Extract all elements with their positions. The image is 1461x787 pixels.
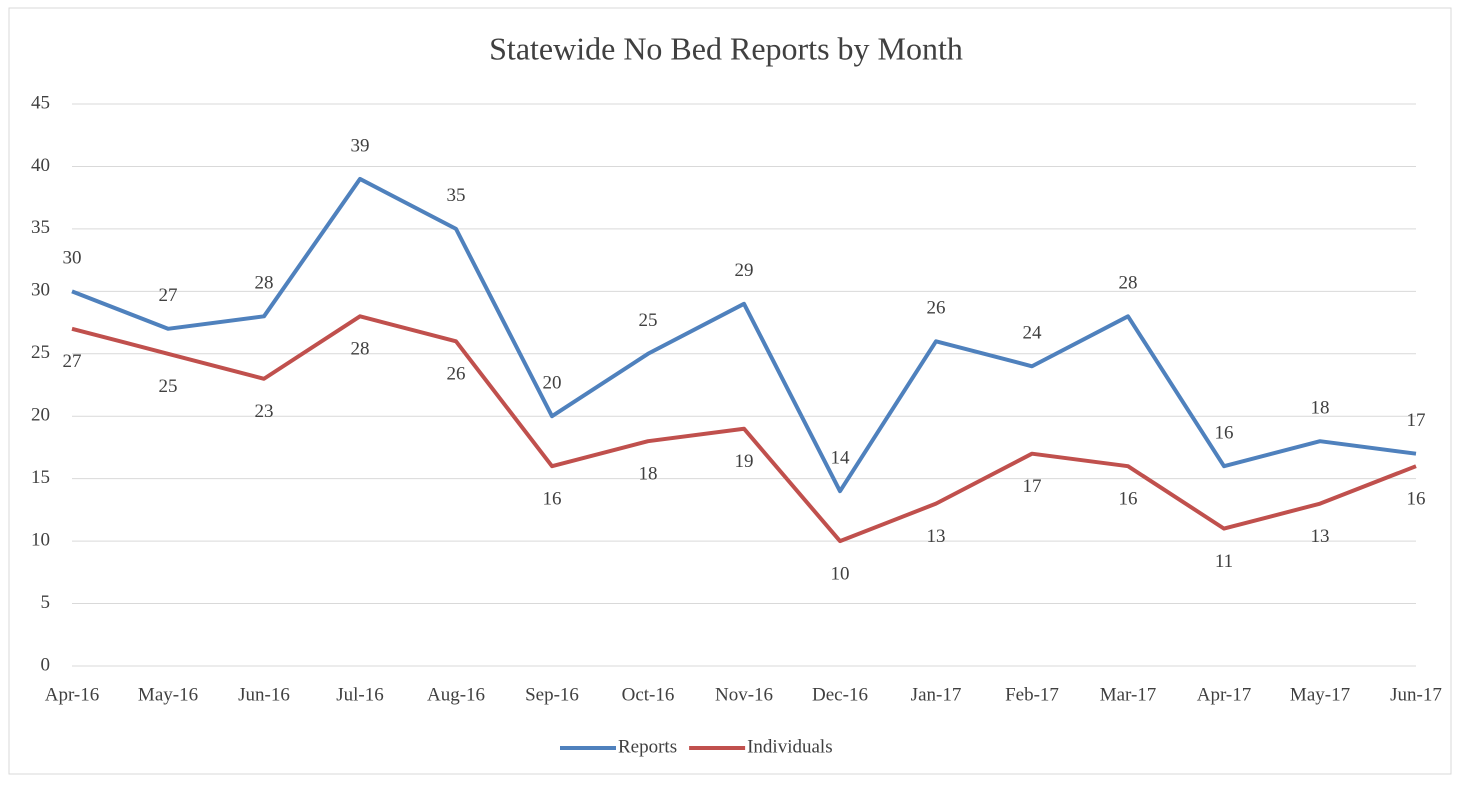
data-label: 11 [1215,551,1233,572]
legend-label: Reports [618,736,677,757]
y-tick-label: 30 [31,280,50,301]
x-tick-label: Jan-17 [911,684,962,705]
x-tick-label: May-17 [1290,684,1350,705]
data-label: 39 [351,135,370,156]
data-label: 26 [447,364,466,385]
y-tick-label: 5 [41,592,51,613]
data-label: 13 [1311,526,1330,547]
x-tick-label: Jun-17 [1390,684,1442,705]
y-tick-label: 0 [41,654,51,675]
y-tick-label: 35 [31,217,50,238]
data-label: 26 [927,298,946,319]
data-label: 14 [831,448,851,469]
data-label: 17 [1023,476,1042,497]
data-label: 23 [255,401,274,422]
data-label: 16 [543,489,562,510]
x-tick-label: Apr-16 [45,684,100,705]
y-tick-label: 25 [31,342,50,363]
data-label: 10 [831,563,850,584]
chart-border [8,7,1452,775]
data-label: 27 [159,285,178,306]
y-tick-label: 15 [31,467,50,488]
line-series [71,176,1417,494]
data-label: 13 [927,526,946,547]
y-tick-label: 45 [31,92,50,113]
x-tick-label: Dec-16 [812,684,868,705]
data-label: 28 [1119,273,1138,294]
x-tick-label: May-16 [138,684,198,705]
y-tick-label: 40 [31,155,50,176]
x-tick-label: Sep-16 [525,684,579,705]
data-label: 28 [255,273,274,294]
x-tick-label: Mar-17 [1100,684,1157,705]
x-tick-label: Nov-16 [715,684,773,705]
data-label: 16 [1119,489,1138,510]
legend-label: Individuals [747,736,833,757]
data-label: 24 [1023,323,1043,344]
y-tick-label: 20 [31,405,50,426]
chart-title: Statewide No Bed Reports by Month [489,30,963,66]
data-label: 29 [735,260,754,281]
data-label: 28 [351,339,370,360]
data-label: 19 [735,451,754,472]
data-label: 16 [1407,489,1426,510]
data-label: 27 [63,351,82,372]
x-tick-label: Apr-17 [1197,684,1252,705]
data-label: 35 [447,185,466,206]
x-tick-label: Oct-16 [622,684,675,705]
data-label: 18 [639,464,658,485]
data-label: 25 [159,376,178,397]
x-tick-label: Jul-16 [336,684,384,705]
x-tick-label: Jun-16 [238,684,290,705]
x-tick-label: Aug-16 [427,684,485,705]
data-label: 25 [639,310,658,331]
data-label: 30 [63,248,82,269]
data-label: 17 [1407,410,1426,431]
data-label: 18 [1311,398,1330,419]
data-label: 16 [1215,423,1234,444]
data-label: 20 [543,373,562,394]
y-tick-label: 10 [31,529,50,550]
x-tick-label: Feb-17 [1005,684,1059,705]
line-series [71,314,1417,544]
